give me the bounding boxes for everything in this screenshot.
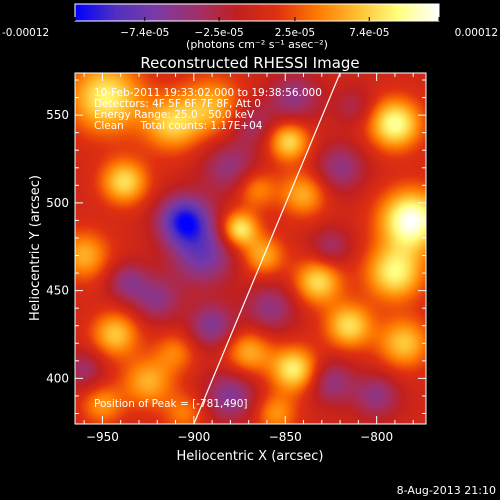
x-axis-label: Heliocentric X (arcsec) (177, 449, 324, 464)
info-detectors: Detectors: 4F 5F 6F 7F 8F, Att 0 (94, 98, 261, 110)
y-tick-label: 450 (46, 284, 69, 298)
colorbar-ticks: -0.00012 −7.4e-05 −2.5e-05 2.5e-05 7.4e-05 0.… (2, 17, 498, 39)
x-tick-label: −900 (177, 430, 210, 444)
heatmap-image-wrapper (75, 73, 426, 424)
observation-info: 10-Feb-2011 19:33:02.000 to 19:38:56.000… (94, 87, 322, 132)
info-clean-counts: Clean Total counts: 1.17E+04 (94, 120, 263, 132)
chart-title: Reconstructed RHESSI Image (140, 54, 359, 72)
axis-ticks: −950 −900 −850 −800 400 450 500 550 (46, 73, 426, 444)
colorbar-tick-label: 2.5e-05 (275, 27, 315, 39)
heatmap-image (75, 73, 426, 424)
x-tick-label: −800 (360, 430, 393, 444)
info-time-range: 10-Feb-2011 19:33:02.000 to 19:38:56.000 (94, 87, 322, 99)
colorbar (74, 3, 440, 22)
x-tick-label: −850 (269, 430, 302, 444)
y-axis-label: Heliocentric Y (arcsec) (28, 175, 43, 321)
y-tick-label: 550 (46, 108, 69, 122)
info-energy-range: Energy Range: 25.0 - 50.0 keV (94, 109, 255, 121)
date-stamp: 8-Aug-2013 21:10 (397, 484, 496, 497)
peak-position-label: Position of Peak = [-781,490] (94, 398, 248, 410)
colorbar-tick-label: 0.00012 (455, 27, 498, 39)
colorbar-tick-label: -0.00012 (2, 27, 49, 39)
x-tick-label: −950 (86, 430, 119, 444)
plot-frame (74, 72, 427, 425)
colorbar-tick-label: −7.4e-05 (120, 27, 169, 39)
colorbar-tick-label: −2.5e-05 (195, 27, 244, 39)
solar-limb-line (193, 73, 341, 424)
y-tick-label: 400 (46, 371, 69, 385)
colorbar-units-label: (photons cm⁻² s⁻¹ asec⁻²) (186, 38, 328, 51)
colorbar-tick-label: 7.4e-05 (349, 27, 389, 39)
y-tick-label: 500 (46, 196, 69, 210)
